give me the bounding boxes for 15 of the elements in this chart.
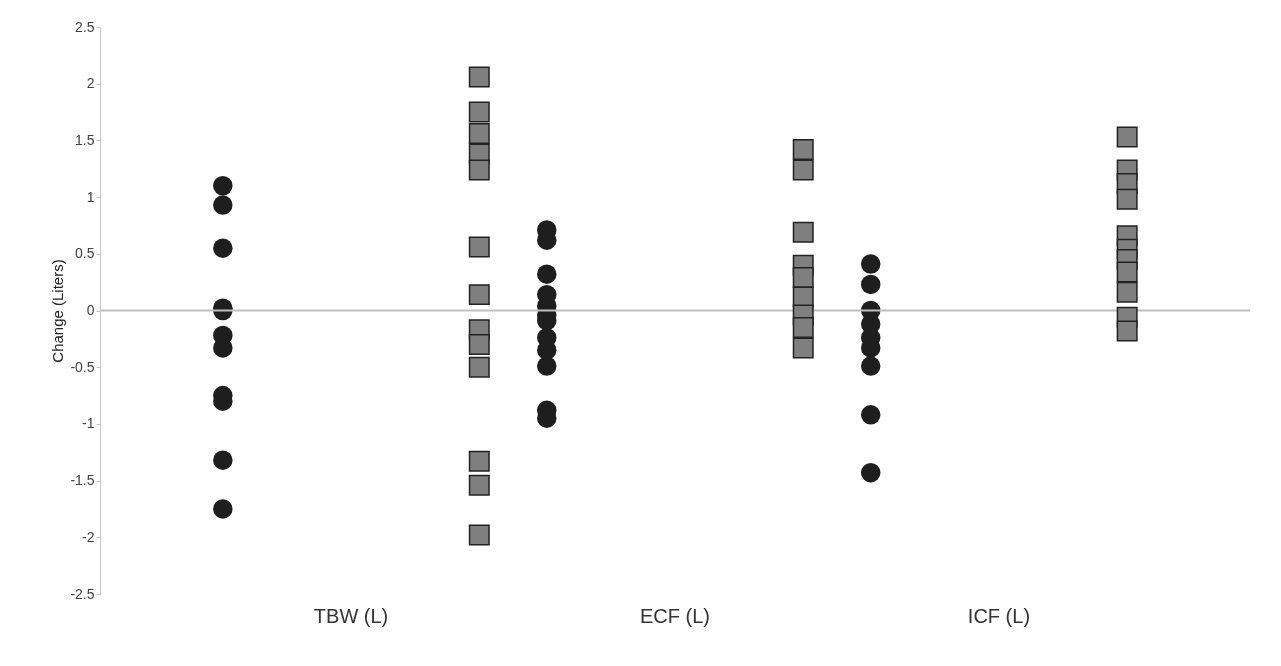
y-tick-label: 1: [86, 188, 95, 205]
y-tick-label: 0.5: [75, 245, 95, 262]
y-tick-label: 2.5: [75, 18, 95, 35]
y-tick-label: 0: [86, 302, 95, 318]
y-tick-label: -2: [82, 528, 95, 545]
x-tick-label: ECF (L): [640, 604, 710, 627]
y-tick-label: -1.5: [70, 472, 95, 489]
y-tick-label: -1: [82, 415, 95, 432]
y-tick-label: -2.5: [70, 585, 95, 602]
y-tick-label: -0.5: [70, 358, 95, 375]
y-tick-label: 2: [86, 75, 95, 92]
x-tick-label: TBW (L): [313, 604, 389, 627]
x-tick-label: ICF (L): [967, 604, 1031, 627]
y-axis-title: Change (Liters): [49, 259, 67, 363]
y-tick-label: 1.5: [75, 131, 95, 148]
